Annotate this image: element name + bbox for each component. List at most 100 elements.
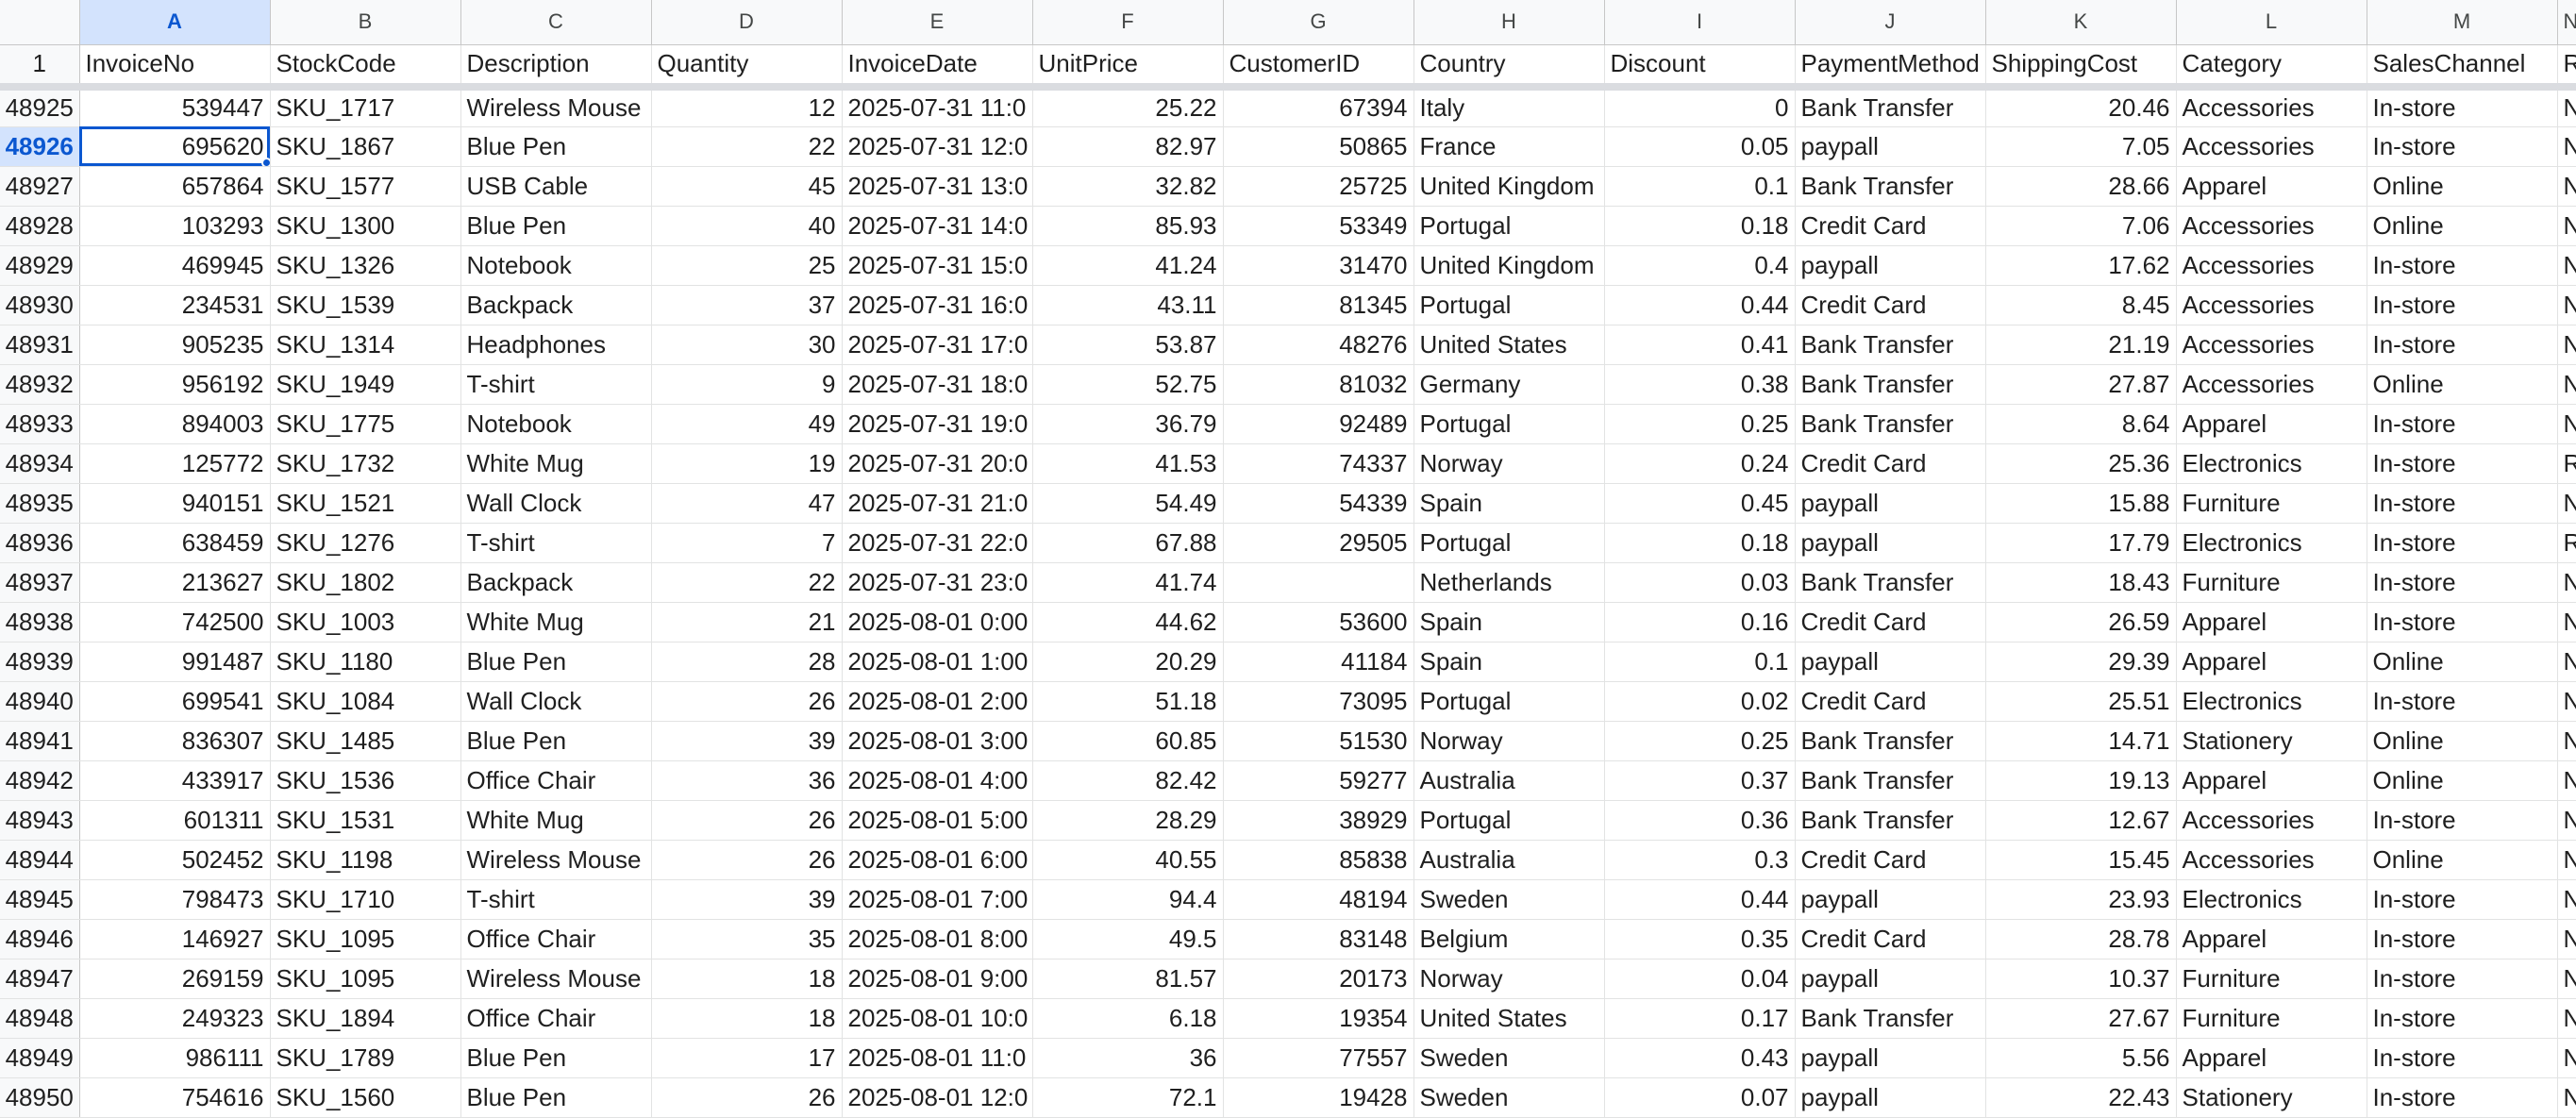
cell-i[interactable]: 0.16 (1604, 602, 1796, 642)
cell-i[interactable]: 0.45 (1604, 483, 1796, 524)
cell-h[interactable]: Spain (1413, 642, 1605, 682)
cell-a[interactable]: 638459 (79, 523, 271, 563)
cell-g[interactable]: 81032 (1223, 364, 1414, 405)
cell-f[interactable]: 54.49 (1032, 483, 1224, 524)
cell-f[interactable]: 53.87 (1032, 325, 1224, 365)
cell-c[interactable]: White Mug (460, 443, 652, 484)
cell-c[interactable]: Notebook (460, 404, 652, 444)
cell-d[interactable]: 21 (651, 602, 843, 642)
cell-m[interactable]: In-store (2367, 1077, 2558, 1118)
cell-c[interactable]: Wall Clock (460, 483, 652, 524)
cell-e[interactable]: 2025-08-01 9:00 (842, 959, 1033, 999)
cell-b[interactable]: SKU_1560 (270, 1077, 461, 1118)
cell-n[interactable]: N (2557, 87, 2576, 127)
cell-c[interactable]: Wall Clock (460, 681, 652, 722)
cell-k[interactable]: 21.19 (1985, 325, 2177, 365)
header-cell-h[interactable]: Country (1413, 44, 1605, 91)
cell-l[interactable]: Accessories (2176, 87, 2367, 127)
cell-a[interactable]: 213627 (79, 562, 271, 603)
cell-f[interactable]: 6.18 (1032, 998, 1224, 1039)
cell-g[interactable]: 54339 (1223, 483, 1414, 524)
cell-k[interactable]: 7.05 (1985, 126, 2177, 167)
header-cell-c[interactable]: Description (460, 44, 652, 91)
cell-e[interactable]: 2025-07-31 19:0 (842, 404, 1033, 444)
cell-c[interactable]: Office Chair (460, 919, 652, 959)
row-number[interactable]: 48942 (0, 760, 80, 801)
cell-k[interactable]: 8.64 (1985, 404, 2177, 444)
cell-a[interactable]: 657864 (79, 166, 271, 207)
fill-handle[interactable] (260, 157, 269, 165)
header-cell-l[interactable]: Category (2176, 44, 2367, 91)
cell-g[interactable]: 41184 (1223, 642, 1414, 682)
cell-n[interactable]: N (2557, 602, 2576, 642)
cell-f[interactable]: 82.42 (1032, 760, 1224, 801)
cell-j[interactable]: Credit Card (1795, 681, 1986, 722)
cell-i[interactable]: 0.24 (1604, 443, 1796, 484)
cell-f[interactable]: 85.93 (1032, 206, 1224, 246)
cell-m[interactable]: In-store (2367, 285, 2558, 325)
cell-m[interactable]: In-store (2367, 879, 2558, 920)
cell-i[interactable]: 0.4 (1604, 245, 1796, 286)
cell-f[interactable]: 49.5 (1032, 919, 1224, 959)
cell-g[interactable]: 51530 (1223, 721, 1414, 761)
cell-n[interactable]: N (2557, 840, 2576, 880)
column-header-g[interactable]: G (1223, 0, 1414, 45)
cell-n[interactable]: N (2557, 166, 2576, 207)
cell-b[interactable]: SKU_1732 (270, 443, 461, 484)
header-cell-j[interactable]: PaymentMethod (1795, 44, 1986, 91)
cell-j[interactable]: Credit Card (1795, 919, 1986, 959)
cell-i[interactable]: 0.07 (1604, 1077, 1796, 1118)
cell-n[interactable]: N (2557, 206, 2576, 246)
cell-l[interactable]: Accessories (2176, 206, 2367, 246)
cell-b[interactable]: SKU_1789 (270, 1038, 461, 1078)
cell-a[interactable]: 249323 (79, 998, 271, 1039)
cell-l[interactable]: Accessories (2176, 840, 2367, 880)
row-number[interactable]: 48930 (0, 285, 80, 325)
cell-a[interactable]: 125772 (79, 443, 271, 484)
cell-c[interactable]: Blue Pen (460, 126, 652, 167)
cell-b[interactable]: SKU_1180 (270, 642, 461, 682)
cell-b[interactable]: SKU_1326 (270, 245, 461, 286)
cell-k[interactable]: 17.62 (1985, 245, 2177, 286)
cell-a[interactable]: 469945 (79, 245, 271, 286)
cell-b[interactable]: SKU_1717 (270, 87, 461, 127)
cell-l[interactable]: Apparel (2176, 760, 2367, 801)
cell-b[interactable]: SKU_1095 (270, 959, 461, 999)
cell-e[interactable]: 2025-08-01 2:00 (842, 681, 1033, 722)
cell-i[interactable]: 0.44 (1604, 285, 1796, 325)
cell-f[interactable]: 41.24 (1032, 245, 1224, 286)
cell-k[interactable]: 15.45 (1985, 840, 2177, 880)
cell-d[interactable]: 35 (651, 919, 843, 959)
cell-h[interactable]: Belgium (1413, 919, 1605, 959)
cell-h[interactable]: Australia (1413, 760, 1605, 801)
cell-m[interactable]: In-store (2367, 126, 2558, 167)
cell-m[interactable]: In-store (2367, 562, 2558, 603)
cell-k[interactable]: 17.79 (1985, 523, 2177, 563)
cell-m[interactable]: In-store (2367, 919, 2558, 959)
cell-j[interactable]: Credit Card (1795, 443, 1986, 484)
cell-m[interactable]: In-store (2367, 404, 2558, 444)
cell-a[interactable]: 699541 (79, 681, 271, 722)
cell-k[interactable]: 27.67 (1985, 998, 2177, 1039)
cell-b[interactable]: SKU_1521 (270, 483, 461, 524)
cell-l[interactable]: Apparel (2176, 1038, 2367, 1078)
cell-b[interactable]: SKU_1314 (270, 325, 461, 365)
cell-f[interactable]: 36.79 (1032, 404, 1224, 444)
cell-n[interactable]: N (2557, 483, 2576, 524)
cell-c[interactable]: Office Chair (460, 760, 652, 801)
cell-a[interactable]: 894003 (79, 404, 271, 444)
cell-j[interactable]: Bank Transfer (1795, 325, 1986, 365)
cell-j[interactable]: Bank Transfer (1795, 760, 1986, 801)
cell-m[interactable]: Online (2367, 760, 2558, 801)
row-number[interactable]: 48926 (0, 126, 80, 167)
cell-d[interactable]: 28 (651, 642, 843, 682)
cell-n[interactable]: N (2557, 1077, 2576, 1118)
cell-f[interactable]: 52.75 (1032, 364, 1224, 405)
cell-c[interactable]: Backpack (460, 285, 652, 325)
cell-k[interactable]: 7.06 (1985, 206, 2177, 246)
cell-j[interactable]: paypall (1795, 1077, 1986, 1118)
row-number[interactable]: 48931 (0, 325, 80, 365)
cell-i[interactable]: 0.44 (1604, 879, 1796, 920)
cell-n[interactable]: N (2557, 959, 2576, 999)
cell-d[interactable]: 26 (651, 840, 843, 880)
